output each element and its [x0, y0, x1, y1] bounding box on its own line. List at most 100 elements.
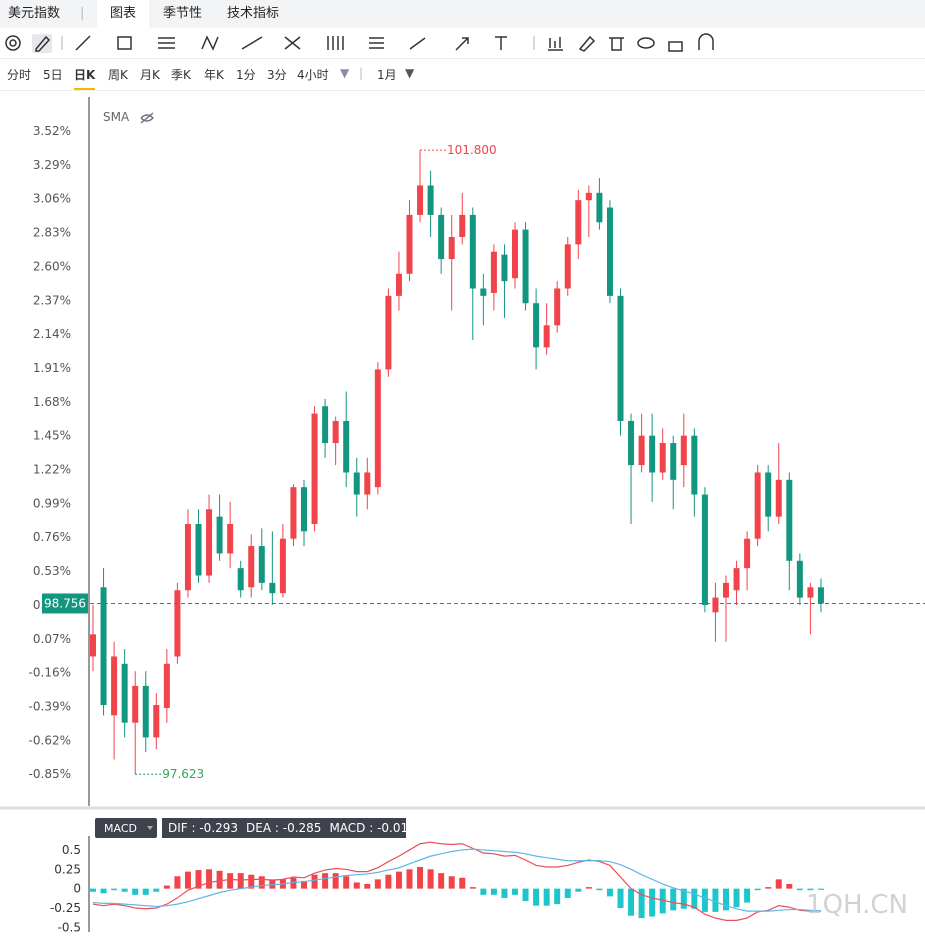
period[interactable]: 分时 [7, 68, 32, 82]
candle-body [575, 200, 582, 245]
y-tick-label: -0.25 [50, 901, 81, 915]
macd-bar [501, 888, 508, 898]
candle-body [659, 443, 666, 473]
tab[interactable]: 技术指标 [227, 6, 280, 21]
period[interactable]: 月K [140, 68, 160, 82]
fib-tool[interactable] [158, 37, 175, 49]
y-tick-label: 0.25 [54, 862, 81, 876]
macd-bar [206, 869, 213, 889]
macd-bar [680, 888, 687, 909]
macd-bar [417, 866, 424, 889]
candle-body [269, 582, 276, 594]
pen-icon[interactable] [35, 35, 51, 52]
range[interactable]: 1月 [377, 68, 397, 82]
channel-tool[interactable] [241, 36, 263, 50]
macd-bar [448, 876, 455, 889]
delete-tool[interactable] [609, 37, 624, 51]
y-tick-label: 0 [73, 882, 81, 896]
indicator-select[interactable] [95, 818, 157, 838]
macd-bar [438, 873, 445, 889]
eye-tool[interactable] [637, 37, 655, 49]
period[interactable]: 4小时 [297, 68, 329, 82]
candle-body [628, 420, 635, 466]
macd-bar [100, 888, 107, 894]
rect-tool[interactable] [117, 36, 132, 50]
macd-bar [585, 887, 592, 889]
macd-bar [301, 880, 307, 889]
gann-tool[interactable] [284, 36, 301, 50]
macd-bar [227, 873, 234, 889]
candle-body [691, 435, 698, 495]
candle-body [385, 295, 392, 370]
period[interactable]: 年K [204, 68, 224, 82]
y-tick-label: 2.14% [33, 327, 71, 341]
period[interactable]: 周K [108, 68, 128, 82]
candle-body [649, 435, 656, 473]
candle-body [459, 214, 466, 237]
macd-bar [796, 888, 803, 891]
candle-body [744, 538, 751, 569]
macd-bar [817, 888, 824, 890]
macd-bar [343, 876, 350, 889]
candle-body [174, 590, 181, 657]
chart-tool[interactable] [548, 37, 563, 51]
dropdown-arrow[interactable]: ▼ [340, 66, 350, 80]
macd-bar [111, 888, 118, 891]
candle-body [543, 325, 550, 348]
macd-bar [638, 888, 645, 919]
visibility-icon [140, 112, 154, 124]
legend-item: DEA : -0.285 [246, 821, 321, 835]
tab-active[interactable]: 图表 [97, 0, 149, 28]
magnet-tool[interactable] [698, 33, 714, 50]
candle-body [786, 479, 793, 561]
candle-body [448, 236, 455, 260]
measure-tool[interactable] [369, 37, 384, 49]
macd-line [92, 841, 821, 921]
period[interactable]: 5日 [43, 68, 63, 82]
macd-bar [617, 888, 624, 908]
macd-bar [754, 888, 761, 891]
brush-tool[interactable] [409, 37, 426, 50]
macd-bar [775, 879, 782, 889]
cycle-tool[interactable] [327, 36, 344, 50]
text-tool[interactable] [495, 36, 507, 50]
period[interactable]: 3分 [267, 68, 287, 82]
candle-body [227, 523, 234, 554]
macd-bar [395, 871, 402, 889]
macd-bar [469, 887, 476, 889]
candle-body [807, 587, 814, 598]
dropdown-arrow[interactable]: ▼ [405, 66, 415, 80]
candle-body [438, 214, 445, 260]
candle-body [712, 597, 719, 613]
line-tool[interactable] [75, 35, 91, 51]
candle-body [163, 663, 170, 708]
indicator-label: SMA [103, 110, 130, 124]
magnet-icon[interactable] [5, 35, 21, 51]
pattern-tool[interactable] [201, 35, 219, 51]
macd-bar [385, 874, 392, 889]
period[interactable]: 1分 [236, 68, 256, 82]
period-active[interactable]: 日K [74, 66, 96, 90]
macd-bar [733, 888, 740, 908]
candle-body [290, 487, 297, 539]
candle-body [132, 685, 139, 723]
last-price-label: 98.756 [44, 596, 86, 610]
macd-bar [564, 888, 571, 898]
lock-tool[interactable] [668, 41, 683, 52]
y-tick-label: -0.16% [29, 666, 71, 680]
candle-body [796, 560, 803, 598]
y-tick-label: 3.29% [33, 158, 71, 172]
edit-tool[interactable] [578, 35, 596, 52]
period[interactable]: 季K [171, 68, 191, 82]
candle-body [723, 582, 729, 598]
low-label: 97.623 [162, 767, 204, 781]
y-tick-label: 3.06% [33, 192, 71, 206]
candle-body [195, 523, 202, 576]
candle-body [258, 546, 265, 583]
macd-bar [786, 884, 793, 889]
candle-body [374, 369, 381, 488]
tab[interactable]: 季节性 [163, 6, 203, 21]
macd-bar [364, 884, 371, 889]
period-bar: 分时 5日 日K 周K 月K 季K 年K 1分 3分 4小时 ▼ | 1月 ▼ [0, 58, 925, 91]
arrow-tool[interactable] [455, 37, 469, 51]
